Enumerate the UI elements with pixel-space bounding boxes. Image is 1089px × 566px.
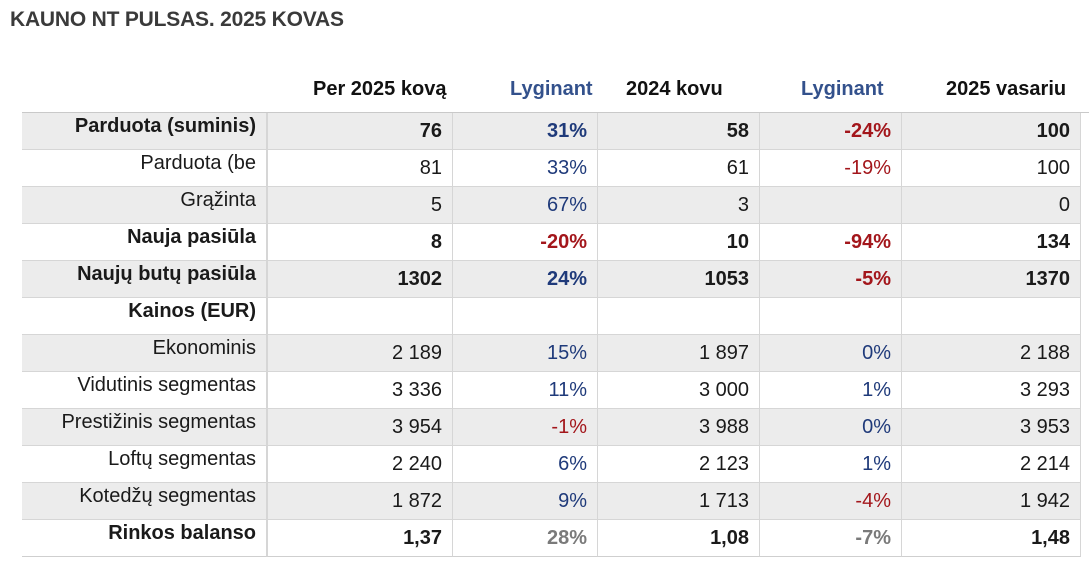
cell-value: 3 000 xyxy=(598,372,760,409)
cell-change: 15% xyxy=(453,335,598,372)
cell-value: 0 xyxy=(902,187,1081,224)
row-label: Naujų butų pasiūla xyxy=(22,261,267,298)
cell-value: 1 872 xyxy=(267,483,453,520)
cell-value: 61 xyxy=(598,150,760,187)
cell-value: 2 188 xyxy=(902,335,1081,372)
header-per-2025-kova: Per 2025 kovą xyxy=(313,78,447,100)
cell-change xyxy=(760,298,902,335)
cell-change: 9% xyxy=(453,483,598,520)
row-label: Kotedžų segmentas xyxy=(22,483,267,520)
cell-value: 76 xyxy=(267,113,453,150)
header-lyginant-2: Lyginant xyxy=(801,78,884,100)
cell-value: 100 xyxy=(902,150,1081,187)
header-2024-kovu: 2024 kovu xyxy=(626,78,723,100)
cell-value: 2 240 xyxy=(267,446,453,483)
cell-value: 2 123 xyxy=(598,446,760,483)
cell-value: 134 xyxy=(902,224,1081,261)
cell-change: 24% xyxy=(453,261,598,298)
cell-change: 0% xyxy=(760,409,902,446)
cell-value: 100 xyxy=(902,113,1081,150)
cell-change: 6% xyxy=(453,446,598,483)
header-divider xyxy=(22,112,1089,113)
row-label: Loftų segmentas xyxy=(22,446,267,483)
cell-change xyxy=(453,298,598,335)
cell-value: 81 xyxy=(267,150,453,187)
cell-change: -1% xyxy=(453,409,598,446)
cell-change: 33% xyxy=(453,150,598,187)
header-2025-vasariu: 2025 vasariu xyxy=(946,78,1067,100)
cell-value xyxy=(902,298,1081,335)
row-label: Vidutinis segmentas xyxy=(22,372,267,409)
cell-change: -94% xyxy=(760,224,902,261)
row-label: Nauja pasiūla xyxy=(22,224,267,261)
cell-change: 28% xyxy=(453,520,598,557)
cell-change: 1% xyxy=(760,372,902,409)
cell-change: 67% xyxy=(453,187,598,224)
cell-value: 3 988 xyxy=(598,409,760,446)
cell-change: 31% xyxy=(453,113,598,150)
cell-value: 3 336 xyxy=(267,372,453,409)
cell-value xyxy=(267,298,453,335)
row-label: Rinkos balanso xyxy=(22,520,267,557)
cell-value: 1 713 xyxy=(598,483,760,520)
cell-value: 3 293 xyxy=(902,372,1081,409)
cell-value: 58 xyxy=(598,113,760,150)
cell-value: 1302 xyxy=(267,261,453,298)
cell-value: 1053 xyxy=(598,261,760,298)
data-table: Parduota (suminis) 76 31% 58 -24% 100 Pa… xyxy=(22,113,1081,557)
row-label: Ekonominis xyxy=(22,335,267,372)
row-label: Grąžinta xyxy=(22,187,267,224)
cell-change: -5% xyxy=(760,261,902,298)
cell-change: 0% xyxy=(760,335,902,372)
header-lyginant-1: Lyginant xyxy=(510,78,593,100)
row-label: Parduota (be xyxy=(22,150,267,187)
cell-value xyxy=(598,298,760,335)
cell-change: -24% xyxy=(760,113,902,150)
cell-value: 3 954 xyxy=(267,409,453,446)
cell-change: -19% xyxy=(760,150,902,187)
cell-value: 5 xyxy=(267,187,453,224)
cell-change: -20% xyxy=(453,224,598,261)
row-label: Parduota (suminis) xyxy=(22,113,267,150)
cell-value: 1,48 xyxy=(902,520,1081,557)
cell-change: -4% xyxy=(760,483,902,520)
cell-value: 1,08 xyxy=(598,520,760,557)
cell-change xyxy=(760,187,902,224)
cell-value: 1 897 xyxy=(598,335,760,372)
row-label: Prestižinis segmentas xyxy=(22,409,267,446)
page-title: KAUNO NT PULSAS. 2025 KOVAS xyxy=(10,8,344,31)
cell-value: 1370 xyxy=(902,261,1081,298)
cell-value: 3 953 xyxy=(902,409,1081,446)
cell-value: 3 xyxy=(598,187,760,224)
cell-value: 2 214 xyxy=(902,446,1081,483)
cell-value: 2 189 xyxy=(267,335,453,372)
cell-change: 1% xyxy=(760,446,902,483)
cell-value: 8 xyxy=(267,224,453,261)
cell-value: 10 xyxy=(598,224,760,261)
cell-change: 11% xyxy=(453,372,598,409)
cell-change: -7% xyxy=(760,520,902,557)
row-label: Kainos (EUR) xyxy=(22,298,267,335)
cell-value: 1 942 xyxy=(902,483,1081,520)
cell-value: 1,37 xyxy=(267,520,453,557)
